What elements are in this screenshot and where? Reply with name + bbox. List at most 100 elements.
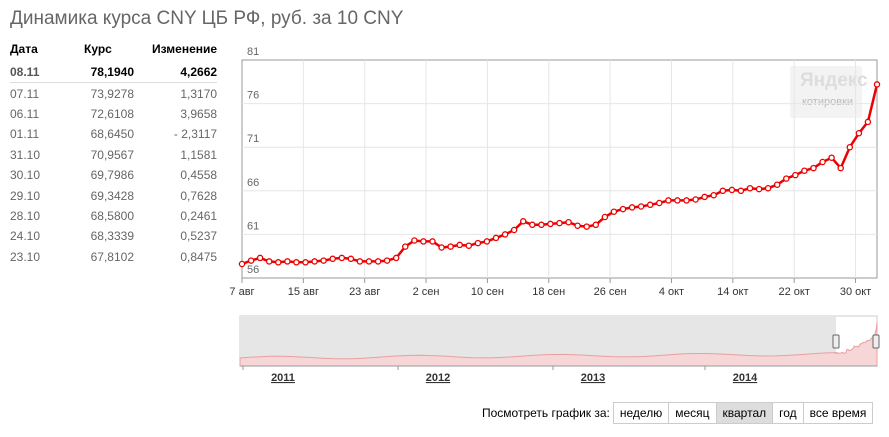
data-point <box>420 238 427 245</box>
period-month-button[interactable]: месяц <box>668 402 717 424</box>
y-tick-label: 71 <box>247 133 259 145</box>
data-point <box>347 255 355 263</box>
table-row: 01.11 68,6450 - 2,3117 <box>10 124 217 144</box>
rates-table: Дата Курс Изменение 08.11 78,1940 4,2662 07… <box>10 42 218 267</box>
period-year-button[interactable]: год <box>772 402 804 424</box>
data-point <box>837 164 844 172</box>
data-point <box>746 184 754 192</box>
table-row: 08.11 78,1940 4,2662 <box>10 62 218 84</box>
data-point <box>674 197 681 204</box>
row-rate: 68,5800 <box>90 208 134 223</box>
row-rate: 69,7986 <box>90 168 134 183</box>
col-rate-header: Курс <box>84 42 112 56</box>
row-date: 01.11 <box>10 127 40 142</box>
x-tick-label: 2 сен <box>413 286 440 298</box>
y-tick-label: 81 <box>247 46 259 58</box>
overview-year-label: 2012 <box>426 372 450 384</box>
data-point <box>828 154 835 161</box>
data-point <box>529 221 536 229</box>
data-point <box>646 201 654 209</box>
data-point <box>792 171 799 179</box>
row-change: 3,9658 <box>180 106 218 121</box>
data-point <box>365 258 373 265</box>
data-point <box>256 254 264 262</box>
row-date: 06.11 <box>10 106 40 121</box>
data-point <box>510 226 518 234</box>
x-tick-label: 18 сен <box>532 286 565 298</box>
overview-area <box>239 321 878 367</box>
data-point <box>338 254 346 262</box>
overview-year-label: 2013 <box>581 372 605 384</box>
data-point <box>284 258 291 265</box>
data-point <box>547 220 554 228</box>
plot-frame <box>241 59 878 279</box>
data-point <box>755 185 763 193</box>
x-tick-label: 23 авг <box>349 286 380 298</box>
data-point <box>275 259 282 266</box>
y-tick-label: 56 <box>247 264 259 276</box>
x-tick-label: 22 окт <box>778 286 809 298</box>
row-rate: 68,3339 <box>90 229 134 244</box>
data-point <box>456 241 463 249</box>
data-point <box>764 184 772 192</box>
row-change: 0,2461 <box>180 208 218 223</box>
data-point <box>683 197 690 204</box>
data-point <box>610 208 618 215</box>
data-point <box>438 244 445 251</box>
data-point <box>728 186 736 194</box>
series-line <box>241 84 879 266</box>
period-week-button[interactable]: неделю <box>612 402 670 424</box>
table-row: 28.10 68,5800 0,2461 <box>10 206 217 226</box>
row-rate: 67,8102 <box>90 249 134 264</box>
x-tick-label: 7 авг <box>229 286 254 298</box>
period-quarter-button[interactable]: квартал <box>715 402 774 424</box>
overview-year-label: 2011 <box>271 372 295 384</box>
data-point <box>374 258 382 265</box>
data-point <box>701 193 708 201</box>
table-row: 31.10 70,9567 1,1581 <box>10 145 217 165</box>
row-change: - 2,3117 <box>173 127 218 142</box>
x-tick-label: 26 сен <box>594 286 627 298</box>
table-header-row: Дата Курс Изменение <box>10 42 217 62</box>
table-row: 30.10 69,7986 0,4558 <box>10 165 217 185</box>
row-date: 29.10 <box>10 188 41 203</box>
row-change: 1,3170 <box>180 86 218 101</box>
data-point <box>538 221 545 229</box>
row-rate: 72,6108 <box>90 106 134 121</box>
data-point <box>855 129 863 137</box>
data-point <box>519 218 527 225</box>
row-rate: 73,9278 <box>90 86 134 101</box>
data-point <box>692 196 699 203</box>
data-point <box>783 175 790 182</box>
row-change: 0,7628 <box>180 188 218 203</box>
row-date: 08.11 <box>10 62 62 84</box>
data-point <box>773 181 781 188</box>
data-point <box>429 238 436 245</box>
data-point <box>356 258 364 265</box>
data-point <box>565 218 572 226</box>
data-point <box>392 254 400 262</box>
row-date: 23.10 <box>10 249 41 264</box>
overview-handle <box>832 334 840 349</box>
data-point <box>501 231 509 238</box>
table-row: 29.10 69,3428 0,7628 <box>10 185 217 205</box>
data-point <box>574 222 581 229</box>
data-point <box>719 187 727 195</box>
y-tick-label: 61 <box>247 220 259 232</box>
table-row: 06.11 72,6108 3,9658 <box>10 104 217 124</box>
y-tick-label: 76 <box>247 90 259 102</box>
data-point <box>483 238 491 245</box>
overview-handle <box>872 334 880 349</box>
data-point <box>556 219 563 227</box>
data-point <box>710 191 717 199</box>
row-date: 24.10 <box>10 229 41 244</box>
data-point <box>447 243 454 250</box>
row-change: 4,2662 <box>134 62 218 84</box>
y-tick-label: 66 <box>247 177 259 189</box>
yandex-logo: Яндекс <box>800 70 868 91</box>
data-point <box>846 143 854 151</box>
period-all-button[interactable]: все время <box>802 402 874 424</box>
x-tick-label: 14 окт <box>717 286 748 298</box>
data-point <box>247 257 255 264</box>
